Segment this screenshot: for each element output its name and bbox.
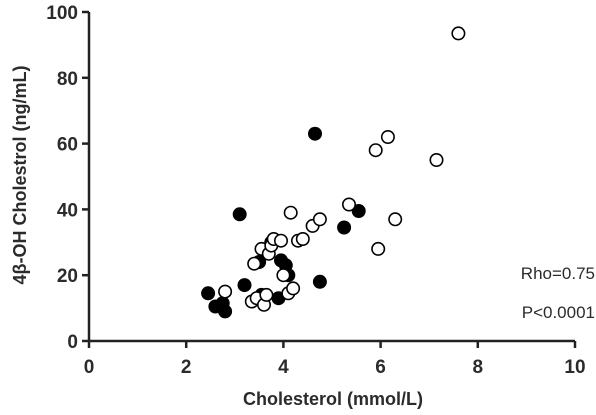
data-point-open bbox=[368, 143, 383, 158]
x-tick-label: 0 bbox=[84, 357, 95, 378]
y-tick-label: 80 bbox=[57, 69, 78, 90]
data-point-open bbox=[451, 26, 466, 41]
data-point-filled bbox=[312, 274, 327, 289]
y-tick-label: 40 bbox=[57, 200, 78, 221]
x-tick-label: 8 bbox=[473, 357, 484, 378]
annotation-rho: Rho=0.75 bbox=[521, 264, 595, 283]
y-tick-label: 60 bbox=[57, 135, 78, 156]
x-axis: 0 2 4 6 8 10 bbox=[84, 339, 586, 378]
y-tick-label: 0 bbox=[67, 332, 78, 353]
x-tick-label: 2 bbox=[181, 357, 192, 378]
data-point-filled bbox=[237, 278, 252, 293]
data-point-open bbox=[380, 130, 395, 145]
data-point-open bbox=[283, 205, 298, 220]
data-point-open bbox=[295, 232, 310, 247]
data-point-open bbox=[429, 153, 444, 168]
data-point-open bbox=[371, 241, 386, 256]
data-point-open bbox=[341, 197, 356, 212]
data-point-filled bbox=[307, 126, 322, 141]
data-point-filled bbox=[351, 204, 366, 219]
data-point-filled bbox=[218, 304, 233, 319]
y-tick-label: 20 bbox=[57, 266, 78, 287]
data-point-open bbox=[218, 284, 233, 299]
data-point-filled bbox=[337, 220, 352, 235]
x-tick-label: 4 bbox=[278, 357, 289, 378]
data-point-open bbox=[312, 212, 327, 227]
data-point-open bbox=[273, 233, 288, 248]
y-axis: 0 20 40 60 80 100 bbox=[46, 3, 91, 353]
data-point-filled bbox=[232, 207, 247, 222]
data-point-open bbox=[259, 287, 274, 302]
data-point-filled bbox=[201, 286, 216, 301]
y-tick-label: 100 bbox=[46, 3, 78, 24]
data-point-open bbox=[388, 212, 403, 227]
data-point-open bbox=[276, 268, 291, 283]
x-tick-label: 6 bbox=[375, 357, 386, 378]
data-point-open bbox=[247, 256, 262, 271]
y-axis-title: 4β-OH Cholestrol (ng/mL) bbox=[10, 66, 30, 285]
x-axis-title: Cholesterol (mmol/L) bbox=[243, 389, 423, 409]
annotation-p-value: P<0.0001 bbox=[522, 303, 595, 322]
plot-marks bbox=[201, 26, 466, 319]
data-point-open bbox=[286, 281, 301, 296]
x-tick-label: 10 bbox=[564, 357, 585, 378]
